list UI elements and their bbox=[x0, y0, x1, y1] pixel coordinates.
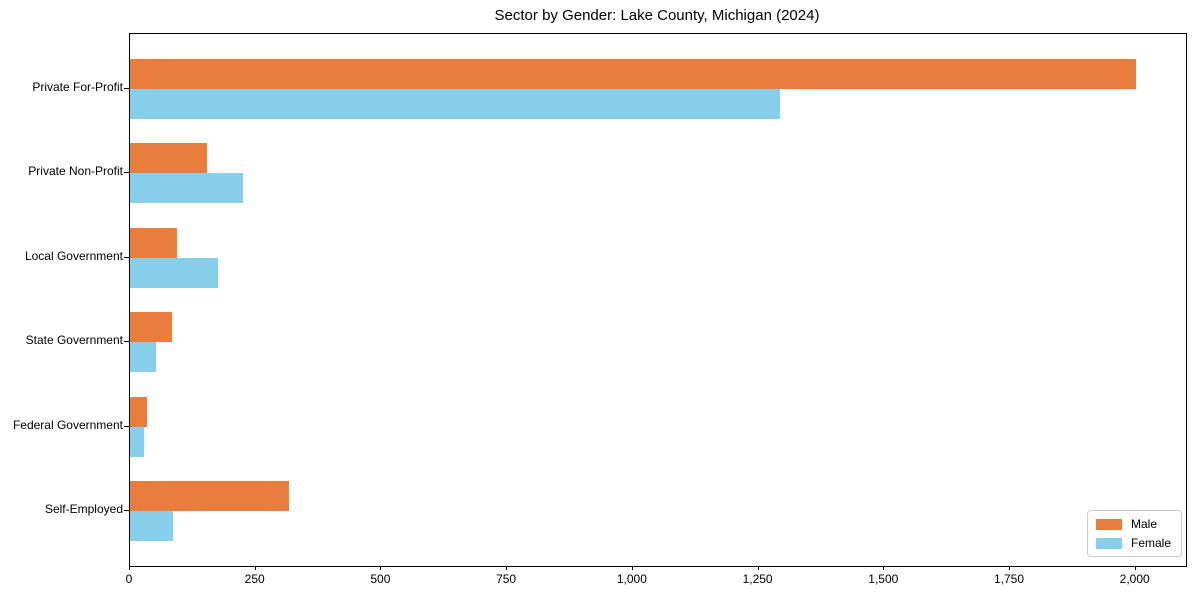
y-tick bbox=[124, 341, 129, 343]
x-axis: 0 250 500 750 1,000 1,250 1,500 1,750 2,000 bbox=[126, 572, 1185, 592]
legend-swatch-female-icon bbox=[1095, 537, 1122, 549]
legend: Male Female bbox=[1086, 510, 1182, 557]
y-tick bbox=[124, 510, 129, 511]
bar-female-5 bbox=[130, 511, 174, 541]
legend-label-female: Female bbox=[1130, 536, 1171, 550]
bar-male-1 bbox=[130, 143, 207, 174]
x-tick-label: 1,500 bbox=[868, 572, 899, 586]
y-axis: Private For-Profit Private Non-Profit Loca… bbox=[0, 33, 123, 565]
x-tick bbox=[883, 566, 885, 570]
x-tick bbox=[380, 566, 382, 570]
x-tick bbox=[1134, 566, 1136, 570]
bar-female-1 bbox=[130, 173, 244, 204]
y-tick-label: State Government bbox=[25, 333, 123, 348]
x-tick-label: 0 bbox=[125, 572, 133, 586]
y-tick-label: Local Government bbox=[24, 248, 123, 263]
y-tick bbox=[124, 425, 129, 427]
x-tick-label: 2,000 bbox=[1119, 572, 1150, 586]
x-tick bbox=[254, 566, 256, 570]
x-tick-label: 1,250 bbox=[742, 572, 773, 586]
x-tick bbox=[129, 566, 130, 570]
y-tick bbox=[124, 88, 129, 89]
plot-area: Male Female bbox=[129, 33, 1187, 567]
x-tick-label: 1,750 bbox=[993, 572, 1025, 586]
x-tick-label: 750 bbox=[496, 572, 517, 586]
bar-female-4 bbox=[130, 426, 145, 457]
bar-female-3 bbox=[130, 342, 157, 373]
y-tick-label: Federal Government bbox=[12, 417, 123, 432]
legend-item-female: Female bbox=[1095, 536, 1171, 550]
y-tick bbox=[124, 172, 129, 174]
x-tick-label: 500 bbox=[370, 572, 391, 586]
x-tick-label: 250 bbox=[244, 572, 265, 586]
x-tick bbox=[631, 566, 633, 570]
x-tick-label: 1,000 bbox=[616, 572, 647, 586]
bar-male-2 bbox=[130, 227, 177, 258]
bar-female-0 bbox=[130, 89, 780, 119]
bar-male-0 bbox=[130, 59, 1136, 89]
y-tick-label: Private Non-Profit bbox=[28, 164, 123, 179]
bar-male-4 bbox=[130, 396, 148, 427]
legend-label-male: Male bbox=[1130, 517, 1157, 531]
chart-title: Sector by Gender: Lake County, Michigan … bbox=[494, 7, 820, 24]
bar-female-2 bbox=[130, 257, 218, 288]
x-tick bbox=[506, 566, 508, 570]
x-tick bbox=[1009, 566, 1010, 570]
x-tick bbox=[757, 566, 759, 570]
legend-swatch-male-icon bbox=[1095, 518, 1122, 530]
bar-male-5 bbox=[130, 481, 289, 511]
legend-item-male: Male bbox=[1095, 517, 1171, 531]
y-tick bbox=[124, 256, 129, 258]
y-tick-label: Private For-Profit bbox=[32, 80, 123, 94]
y-tick-label: Self-Employed bbox=[44, 502, 123, 516]
bar-male-3 bbox=[130, 312, 173, 343]
